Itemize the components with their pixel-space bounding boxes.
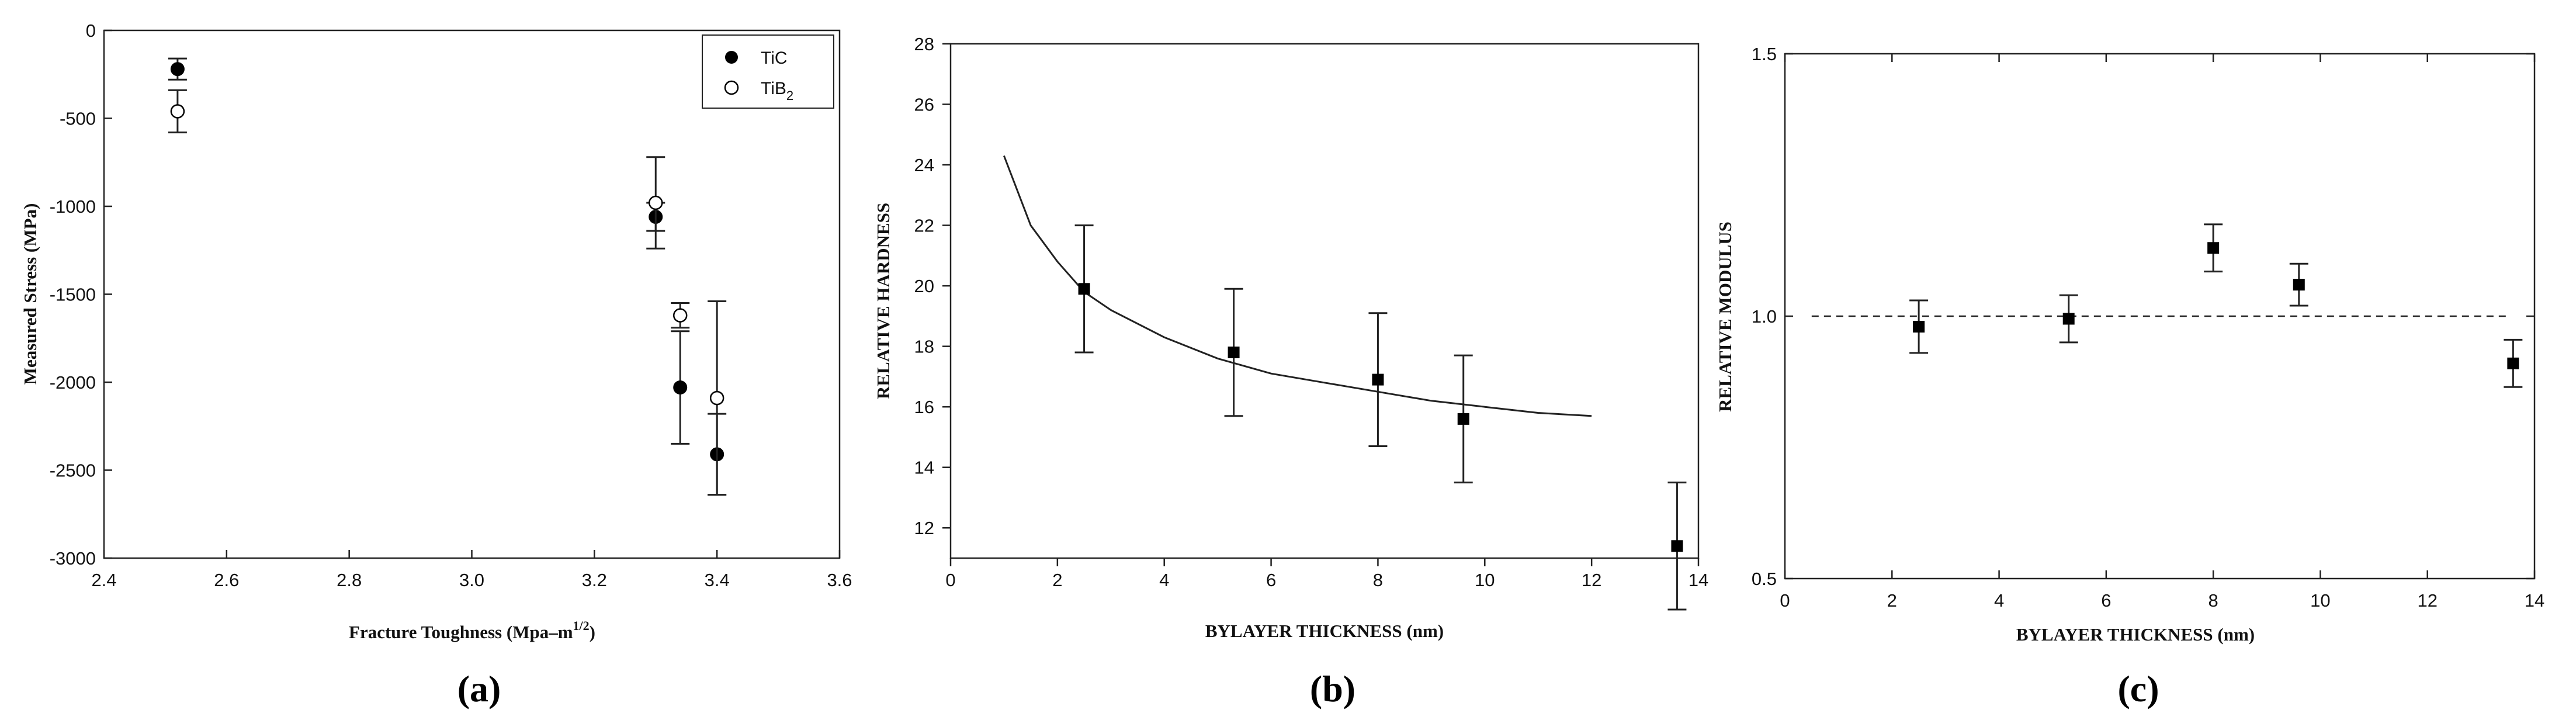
x-tick-label: 3.4 bbox=[705, 570, 730, 590]
x-axis-label: BYLAYER THICKNESS (nm) bbox=[1205, 621, 1444, 641]
x-tick-label: 10 bbox=[2310, 590, 2330, 611]
legend-marker-filled bbox=[725, 51, 738, 64]
x-tick-label: 3.2 bbox=[582, 570, 607, 590]
tib-series-point bbox=[649, 195, 663, 210]
x-tick-label: 2.8 bbox=[337, 570, 362, 590]
x-tick-label: 6 bbox=[2101, 590, 2111, 611]
data-point bbox=[1457, 413, 1469, 425]
y-tick-label: 26 bbox=[914, 95, 934, 115]
x-axis-label: BYLAYER THICKNESS (nm) bbox=[2016, 624, 2255, 645]
x-tick-label: 8 bbox=[2209, 590, 2218, 611]
x-tick-label: 10 bbox=[1475, 570, 1495, 590]
tib-series-point bbox=[170, 104, 185, 119]
y-tick-label: 18 bbox=[914, 337, 934, 357]
data-point bbox=[2062, 313, 2075, 325]
data-point bbox=[1078, 283, 1090, 295]
y-tick-label: 12 bbox=[914, 518, 934, 538]
panel-label: (b) bbox=[1310, 668, 1355, 709]
y-tick-label: 20 bbox=[914, 276, 934, 296]
x-axis-label-main: BYLAYER THICKNESS (nm) bbox=[2016, 624, 2255, 645]
data-point bbox=[2207, 242, 2220, 254]
tib-series-point bbox=[709, 390, 724, 406]
data-point bbox=[1913, 320, 1925, 333]
x-tick-label: 12 bbox=[2417, 590, 2437, 611]
x-tick-label: 2 bbox=[1887, 590, 1897, 611]
x-tick-label: 2.6 bbox=[214, 570, 239, 590]
legend-label-name: TiB bbox=[761, 79, 786, 98]
data-point bbox=[1228, 347, 1240, 358]
x-tick-label: 6 bbox=[1266, 570, 1276, 590]
x-axis-label-main: BYLAYER THICKNESS (nm) bbox=[1205, 621, 1444, 641]
y-tick-label: 1.5 bbox=[1752, 44, 1777, 64]
x-tick-label: 2.4 bbox=[91, 570, 116, 590]
legend-label: TiB2 bbox=[761, 79, 793, 103]
x-tick-label: 8 bbox=[1373, 570, 1383, 590]
x-tick-label: 0 bbox=[945, 570, 955, 590]
tic-series-point bbox=[673, 380, 688, 395]
x-axis-label-superscript: 1/2 bbox=[573, 618, 590, 633]
y-tick-label: -3000 bbox=[50, 548, 96, 569]
x-tick-label: 14 bbox=[1689, 570, 1708, 590]
x-axis-label-main: Fracture Toughness (Mpa–m bbox=[349, 622, 573, 642]
legend-label-subscript: 2 bbox=[786, 88, 793, 103]
x-axis-label-end: ) bbox=[590, 622, 595, 642]
legend-marker-open bbox=[724, 80, 739, 95]
y-tick-label: 28 bbox=[914, 34, 934, 54]
panel-c-modulus-vs-thickness: 0 2 4 6 8 10 12 14 0.5 1.0 1.5 BYLAYER THICKNESS (n… bbox=[1715, 44, 2544, 709]
y-tick-label: 24 bbox=[914, 155, 934, 175]
tib-series-point bbox=[672, 308, 688, 323]
x-tick-label: 2 bbox=[1052, 570, 1062, 590]
fit-curve bbox=[1003, 155, 1592, 417]
tic-series-point bbox=[170, 62, 185, 77]
x-tick-label: 0 bbox=[1780, 590, 1790, 611]
y-tick-label: -500 bbox=[60, 109, 96, 129]
y-tick-label: -1500 bbox=[50, 285, 96, 305]
y-tick-label: -1000 bbox=[50, 196, 96, 217]
x-tick-label: 3.0 bbox=[459, 570, 484, 590]
y-axis-label: RELATIVE HARDNESS bbox=[873, 203, 893, 399]
y-tick-label: -2500 bbox=[50, 461, 96, 481]
x-tick-label: 12 bbox=[1582, 570, 1601, 590]
y-tick-label: 16 bbox=[914, 397, 934, 417]
panel-label: (a) bbox=[457, 668, 501, 709]
y-tick-label: 22 bbox=[914, 216, 934, 236]
y-axis-label: Measured Stress (MPa) bbox=[20, 203, 40, 385]
y-tick-label: -2000 bbox=[50, 372, 96, 393]
y-axis-label: RELATIVE MODULUS bbox=[1715, 221, 1735, 412]
legend-label: TiC bbox=[761, 49, 788, 68]
x-tick-label: 4 bbox=[1994, 590, 2004, 611]
legend-label-name: TiC bbox=[761, 49, 788, 68]
x-tick-label: 4 bbox=[1159, 570, 1169, 590]
y-tick-label: 0 bbox=[86, 20, 96, 41]
legend-box bbox=[702, 34, 834, 109]
data-point bbox=[1671, 540, 1683, 552]
data-point bbox=[1372, 373, 1384, 386]
plot-frame bbox=[949, 43, 1700, 559]
x-tick-label: 3.6 bbox=[827, 570, 852, 590]
y-tick-label: 14 bbox=[914, 458, 934, 478]
x-tick-label: 14 bbox=[2525, 590, 2544, 611]
x-axis-label: Fracture Toughness (Mpa–m1/2) bbox=[349, 618, 595, 642]
panel-a-stress-vs-toughness: 2.4 2.6 2.8 3.0 3.2 3.4 3.6 0 -500 -1000 -1500 -200… bbox=[20, 20, 852, 709]
y-tick-label: 1.0 bbox=[1752, 306, 1777, 327]
panel-label: (c) bbox=[2117, 668, 2159, 709]
data-point bbox=[2293, 279, 2305, 291]
y-tick-label: 0.5 bbox=[1752, 569, 1777, 589]
data-point bbox=[2507, 357, 2519, 369]
